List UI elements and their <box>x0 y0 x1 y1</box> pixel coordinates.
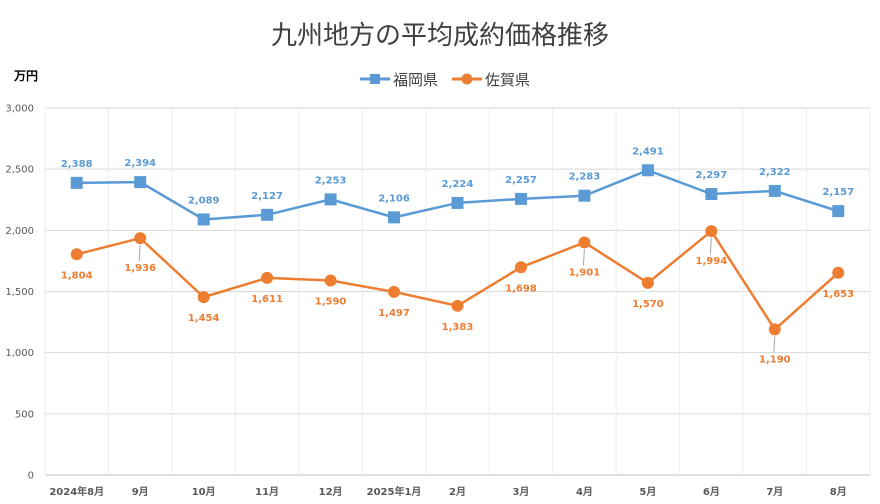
data-point <box>768 184 781 197</box>
data-point <box>514 192 527 205</box>
x-tick-label: 2024年8月 <box>49 485 104 498</box>
data-label: 1,190 <box>759 354 791 365</box>
legend: 福岡県 佐賀県 <box>360 71 530 89</box>
data-point <box>134 232 147 245</box>
data-label: 1,497 <box>378 308 410 319</box>
data-label: 2,106 <box>378 193 410 204</box>
x-tick-label: 10月 <box>192 486 216 498</box>
x-tick-label: 9月 <box>132 486 149 498</box>
data-point <box>451 196 464 209</box>
data-label: 1,901 <box>569 267 601 278</box>
data-label: 1,454 <box>188 313 220 324</box>
data-point <box>388 211 401 224</box>
x-tick-label: 3月 <box>512 486 529 498</box>
data-point <box>70 176 83 189</box>
legend-label: 佐賀県 <box>485 71 530 89</box>
data-label: 2,224 <box>442 179 474 190</box>
series-layer: 2,388 2,394 2,089 2,127 2,253 2,106 2,224 2,257… <box>61 146 854 365</box>
y-axis-unit-label: 万円 <box>13 69 38 83</box>
data-point <box>261 271 274 284</box>
data-label: 2,297 <box>696 170 728 181</box>
label-leader-line <box>582 249 585 266</box>
data-point <box>641 276 654 289</box>
label-leader-line <box>709 238 712 255</box>
data-point <box>134 176 147 189</box>
data-point <box>324 274 337 287</box>
data-point <box>578 236 591 249</box>
data-point <box>832 205 845 218</box>
y-tick-label: 0 <box>28 471 34 482</box>
x-tick-label: 12月 <box>319 486 343 498</box>
data-point <box>641 164 654 177</box>
x-axis-ticks: 2024年8月 9月 10月 11月 12月 2025年1月 2月 3月 4月 5月 6月 7月 8月 <box>49 485 846 498</box>
data-point <box>705 188 718 201</box>
data-label: 2,283 <box>569 172 601 183</box>
y-tick-label: 2,000 <box>5 226 34 237</box>
x-tick-label: 8月 <box>830 486 847 498</box>
data-label: 2,257 <box>505 175 537 186</box>
data-label: 1,611 <box>251 294 283 305</box>
x-tick-label: 4月 <box>576 486 593 498</box>
y-axis-ticks: 0 500 1,000 1,500 2,000 2,500 3,000 <box>5 104 34 482</box>
legend-square-marker <box>370 74 380 84</box>
data-point <box>197 291 210 304</box>
data-point <box>832 266 845 279</box>
data-point <box>578 189 591 202</box>
data-point <box>388 285 401 298</box>
x-tick-label: 7月 <box>766 486 783 498</box>
gridlines <box>44 107 871 476</box>
data-label: 2,322 <box>759 167 791 178</box>
x-tick-label: 6月 <box>703 486 720 498</box>
data-label: 2,491 <box>632 146 664 157</box>
data-label: 1,590 <box>315 296 347 307</box>
data-label: 2,157 <box>822 187 854 198</box>
y-tick-label: 1,500 <box>5 287 34 298</box>
y-tick-label: 2,500 <box>5 165 34 176</box>
data-label: 1,570 <box>632 299 664 310</box>
data-label: 1,383 <box>442 322 474 333</box>
legend-label: 福岡県 <box>393 71 438 89</box>
x-tick-label: 11月 <box>255 486 279 498</box>
data-point <box>705 225 718 238</box>
data-label: 1,804 <box>61 270 93 281</box>
data-label: 2,127 <box>251 191 283 202</box>
chart-title: 九州地方の平均成約価格推移 <box>271 21 609 51</box>
data-point <box>768 323 781 336</box>
data-point <box>70 248 83 261</box>
legend-circle-marker <box>461 73 473 85</box>
data-label: 2,388 <box>61 159 93 170</box>
x-tick-label: 2025年1月 <box>367 485 422 498</box>
data-point <box>514 261 527 274</box>
data-label: 1,698 <box>505 283 537 294</box>
y-tick-label: 3,000 <box>5 104 34 115</box>
y-tick-label: 1,000 <box>5 348 34 359</box>
data-label: 2,253 <box>315 175 347 186</box>
data-label: 1,936 <box>124 263 156 274</box>
y-tick-label: 500 <box>15 409 34 420</box>
data-label: 2,394 <box>124 158 156 169</box>
label-leader-line <box>773 336 776 353</box>
x-tick-label: 5月 <box>639 486 656 498</box>
label-leader-line <box>138 245 141 262</box>
x-tick-label: 2月 <box>449 486 466 498</box>
data-point <box>261 208 274 221</box>
data-label: 1,653 <box>822 289 854 300</box>
data-point <box>451 299 464 312</box>
data-point <box>197 213 210 226</box>
data-label: 2,089 <box>188 195 220 206</box>
data-label: 1,994 <box>696 256 728 267</box>
data-point <box>324 193 337 206</box>
